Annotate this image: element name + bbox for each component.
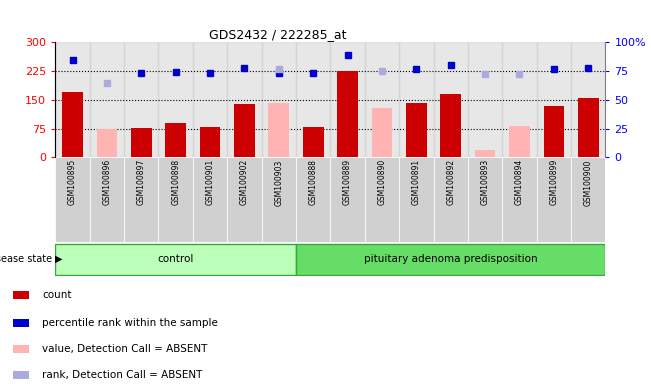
Bar	[365, 42, 399, 157]
Bar	[571, 42, 605, 157]
Text: GSM100894: GSM100894	[515, 159, 524, 205]
Text: GSM100897: GSM100897	[137, 159, 146, 205]
Bar	[193, 157, 227, 242]
Bar	[90, 42, 124, 157]
Text: GSM100889: GSM100889	[343, 159, 352, 205]
Bar	[330, 42, 365, 157]
Text: count: count	[42, 290, 72, 300]
Text: GSM100896: GSM100896	[102, 159, 111, 205]
Text: GSM100898: GSM100898	[171, 159, 180, 205]
Bar	[406, 103, 426, 157]
Text: GSM100892: GSM100892	[446, 159, 455, 205]
Bar	[303, 127, 324, 157]
Bar	[55, 244, 296, 275]
Bar	[131, 128, 152, 157]
Bar	[399, 157, 434, 242]
Bar	[399, 42, 434, 157]
Bar	[296, 42, 330, 157]
Text: GSM100890: GSM100890	[378, 159, 387, 205]
Bar	[536, 42, 571, 157]
Bar	[262, 42, 296, 157]
Text: GSM100899: GSM100899	[549, 159, 559, 205]
Text: GSM100900: GSM100900	[584, 159, 593, 205]
Text: value, Detection Call = ABSENT: value, Detection Call = ABSENT	[42, 344, 208, 354]
Bar	[55, 157, 90, 242]
Bar	[296, 157, 330, 242]
Bar	[509, 126, 530, 157]
Bar	[62, 92, 83, 157]
Bar	[337, 71, 358, 157]
Bar	[90, 157, 124, 242]
Bar	[262, 157, 296, 242]
Bar	[330, 157, 365, 242]
Bar	[13, 319, 29, 327]
Text: GSM100893: GSM100893	[480, 159, 490, 205]
Text: GSM100891: GSM100891	[412, 159, 421, 205]
Bar	[55, 42, 90, 157]
Bar	[13, 291, 29, 299]
Text: GSM100888: GSM100888	[309, 159, 318, 205]
Bar	[200, 127, 220, 157]
Bar	[13, 345, 29, 353]
Bar	[193, 42, 227, 157]
Bar	[234, 104, 255, 157]
Bar	[468, 42, 503, 157]
Bar	[158, 42, 193, 157]
Bar	[571, 157, 605, 242]
Text: rank, Detection Call = ABSENT: rank, Detection Call = ABSENT	[42, 370, 202, 380]
Text: GDS2432 / 222285_at: GDS2432 / 222285_at	[210, 28, 347, 41]
Bar	[544, 106, 564, 157]
Bar	[434, 157, 468, 242]
Bar	[96, 129, 117, 157]
Text: GSM100901: GSM100901	[206, 159, 215, 205]
Bar	[440, 94, 461, 157]
Bar	[227, 157, 262, 242]
Bar	[365, 157, 399, 242]
Text: GSM100902: GSM100902	[240, 159, 249, 205]
Bar	[503, 42, 536, 157]
Text: disease state: disease state	[0, 254, 52, 264]
Bar	[124, 157, 158, 242]
Text: control: control	[158, 254, 194, 264]
Bar	[578, 98, 598, 157]
Text: pituitary adenoma predisposition: pituitary adenoma predisposition	[364, 254, 538, 264]
Bar	[124, 42, 158, 157]
Bar	[468, 157, 503, 242]
Bar	[536, 157, 571, 242]
Text: GSM100903: GSM100903	[274, 159, 283, 205]
Bar	[227, 42, 262, 157]
Bar	[268, 103, 289, 157]
Text: ▶: ▶	[55, 254, 62, 264]
Bar	[434, 42, 468, 157]
Bar	[475, 150, 495, 157]
Bar	[296, 244, 605, 275]
Bar	[165, 123, 186, 157]
Bar	[158, 157, 193, 242]
Bar	[503, 157, 536, 242]
Bar	[13, 371, 29, 379]
Text: GSM100895: GSM100895	[68, 159, 77, 205]
Text: percentile rank within the sample: percentile rank within the sample	[42, 318, 218, 328]
Bar	[372, 108, 393, 157]
